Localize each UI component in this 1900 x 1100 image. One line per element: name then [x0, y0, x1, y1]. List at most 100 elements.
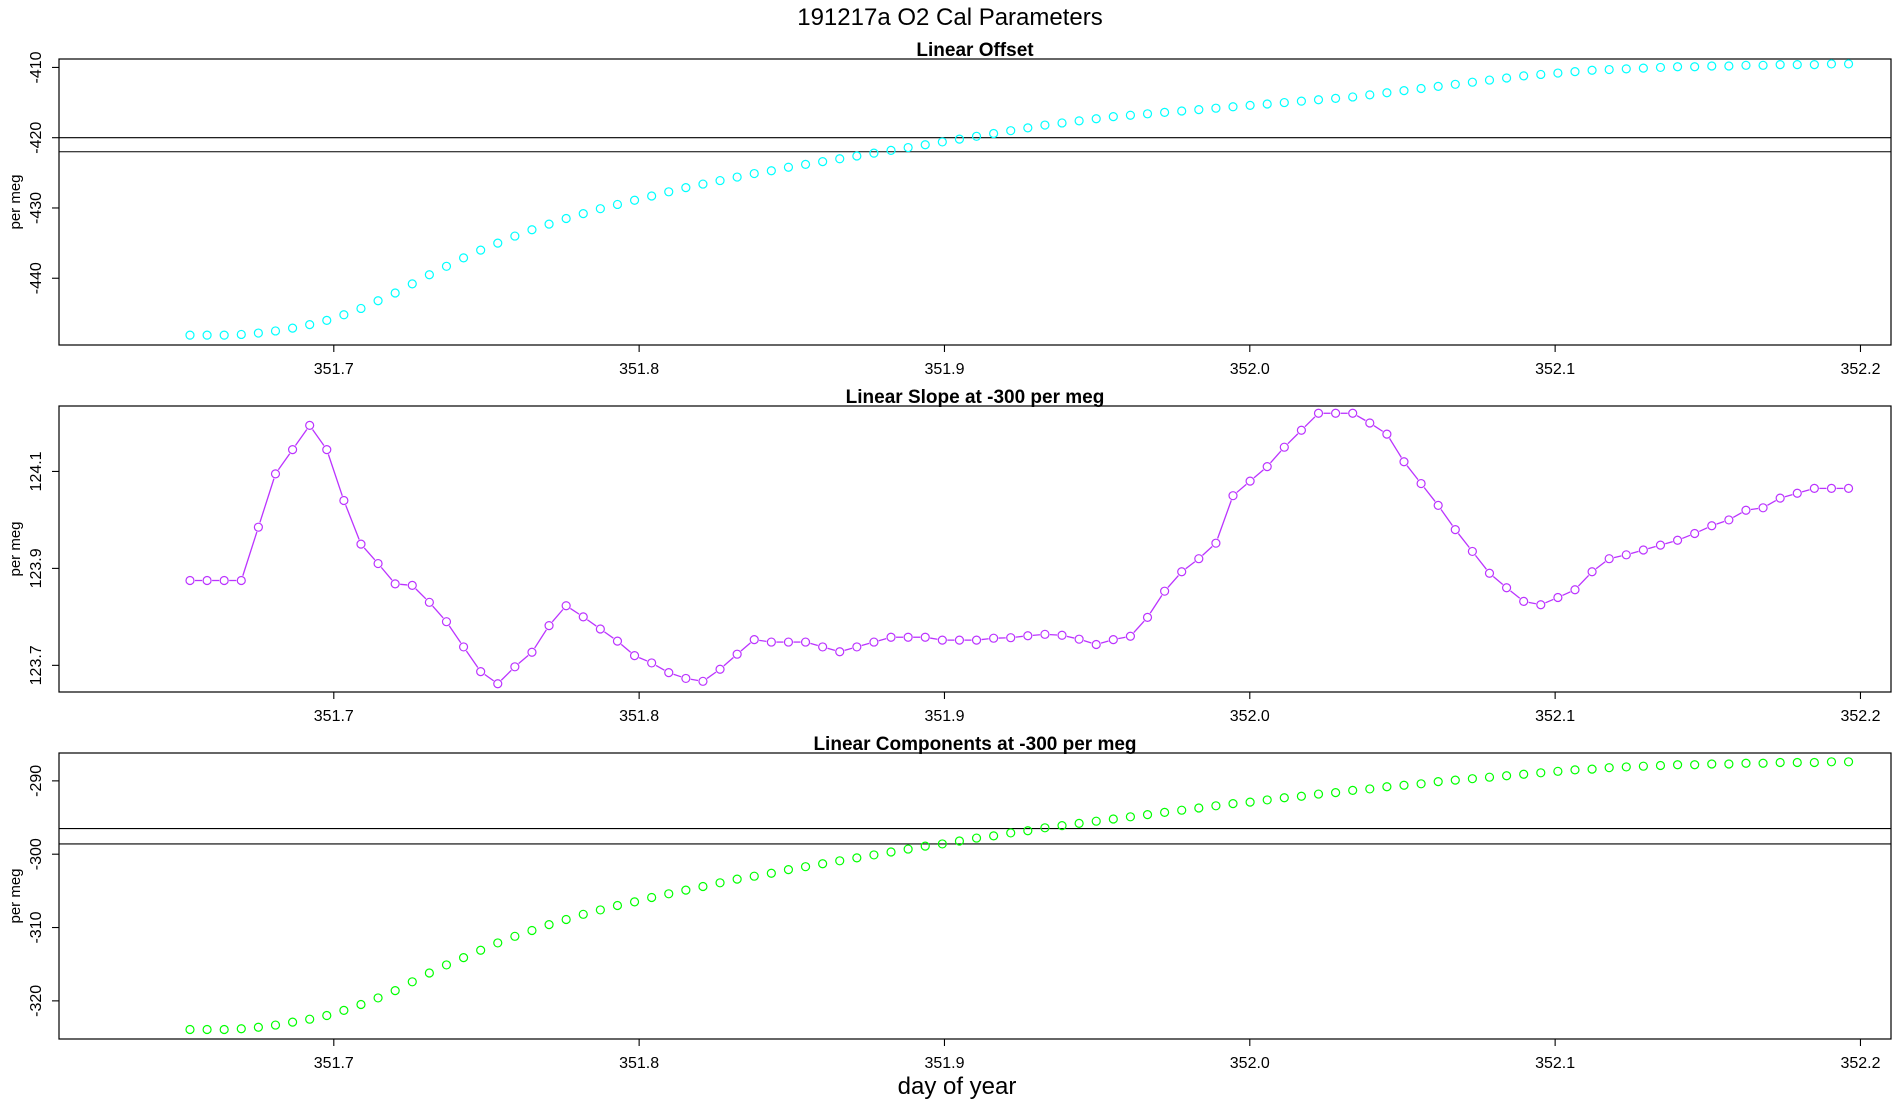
data-point: [1638, 761, 1648, 771]
series-segment: [1440, 509, 1453, 526]
data-point: [1279, 97, 1289, 108]
data-point: [1416, 478, 1426, 489]
data-point: [1519, 769, 1529, 779]
series-segment: [1613, 555, 1622, 559]
series-segment: [1648, 545, 1656, 550]
data-point: [493, 938, 503, 948]
x-tick-label: 352.2: [1840, 1055, 1880, 1072]
data-point: [476, 945, 486, 955]
data-point: [1125, 110, 1136, 120]
series-segment: [1577, 574, 1590, 587]
series-segment: [1270, 450, 1282, 464]
data-point: [424, 968, 434, 978]
series-segment: [1118, 636, 1126, 640]
data-point: [1142, 809, 1153, 820]
data-point: [1074, 634, 1084, 644]
data-point: [732, 172, 742, 182]
data-point: [1707, 759, 1717, 769]
series-segment: [1801, 489, 1810, 493]
data-point: [612, 199, 623, 210]
data-point: [270, 326, 281, 336]
data-point: [1604, 554, 1614, 564]
data-point: [493, 238, 503, 248]
plot-frame: [58, 752, 1892, 1040]
series-segment: [1185, 561, 1196, 570]
data-point: [219, 575, 229, 586]
data-point: [954, 836, 965, 846]
data-point: [1570, 585, 1580, 595]
data-point: [1450, 525, 1460, 535]
data-point: [1365, 418, 1375, 428]
data-point: [715, 664, 725, 674]
x-tick-label: 352.1: [1535, 708, 1575, 725]
data-point: [305, 1014, 315, 1024]
data-point: [1707, 61, 1717, 71]
data-point: [869, 637, 879, 647]
data-point: [1160, 807, 1170, 818]
data-point: [1382, 429, 1392, 439]
data-point: [373, 296, 383, 306]
data-point: [1433, 776, 1443, 787]
data-point: [1040, 120, 1050, 130]
data-point: [818, 859, 828, 869]
data-point: [1638, 545, 1648, 555]
data-point: [903, 142, 913, 153]
data-point: [835, 154, 845, 164]
data-point: [937, 839, 947, 849]
data-point: [664, 187, 674, 197]
data-point: [1843, 59, 1854, 69]
data-point: [647, 892, 657, 903]
data-point: [783, 864, 794, 875]
series-segment: [1492, 575, 1504, 586]
y-tick-label: -300: [28, 838, 45, 870]
data-point: [578, 612, 588, 622]
data-point: [1792, 60, 1802, 70]
data-point: [510, 931, 520, 941]
data-point: [989, 633, 999, 643]
series-segment: [827, 647, 836, 652]
x-tick-label: 351.7: [314, 361, 354, 378]
data-point: [1228, 102, 1238, 112]
data-point: [647, 191, 657, 201]
series-segment: [655, 664, 665, 671]
data-point: [1348, 408, 1358, 418]
data-point: [937, 137, 947, 147]
data-point: [1211, 801, 1221, 811]
series-segment: [690, 678, 699, 682]
data-point: [1228, 491, 1238, 501]
data-point: [441, 261, 452, 271]
series-segment: [465, 650, 479, 668]
series-segment: [620, 643, 632, 653]
data-point: [1382, 88, 1392, 98]
series-segment: [345, 504, 360, 540]
data-point: [664, 889, 674, 899]
data-point: [185, 330, 195, 340]
data-point: [1108, 112, 1118, 122]
data-point: [1194, 104, 1204, 115]
y-axis-label: per meg: [7, 174, 24, 229]
data-point: [1057, 630, 1067, 640]
data-point: [1758, 503, 1768, 513]
panel-title: Linear Slope at -300 per meg: [846, 387, 1105, 408]
data-point: [1330, 93, 1341, 103]
data-point: [1279, 793, 1289, 803]
data-point: [989, 128, 999, 139]
data-point: [1724, 759, 1734, 769]
data-point: [1690, 760, 1700, 770]
series-segment: [1253, 469, 1264, 479]
data-point: [270, 469, 281, 479]
data-point: [732, 649, 742, 659]
data-point: [561, 213, 571, 224]
data-point: [1296, 791, 1307, 801]
data-point: [920, 140, 930, 150]
data-point: [1467, 774, 1477, 784]
data-point: [1091, 639, 1101, 650]
data-point: [1621, 550, 1631, 560]
data-point: [1348, 785, 1358, 796]
data-point: [1587, 567, 1597, 577]
data-point: [373, 993, 383, 1003]
y-tick-label: 123.7: [28, 645, 45, 685]
y-tick-label: -440: [28, 262, 45, 294]
data-point: [1809, 757, 1819, 768]
data-point: [1177, 805, 1187, 815]
